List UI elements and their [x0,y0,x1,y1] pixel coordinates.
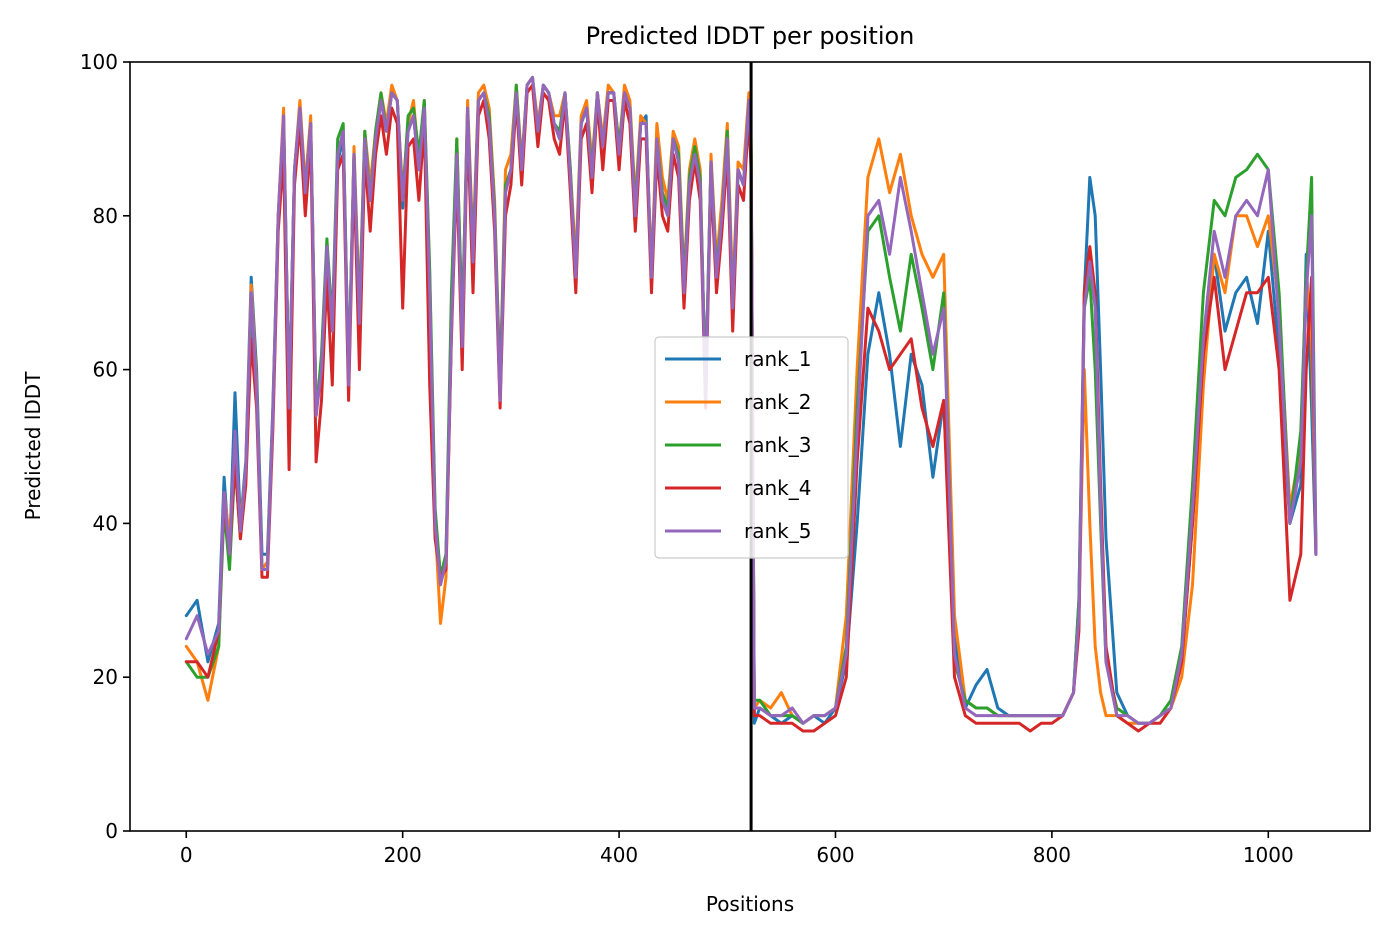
legend-label-rank-5: rank_5 [744,519,811,543]
y-tick-label: 100 [80,50,118,74]
legend-label-rank-4: rank_4 [744,476,811,500]
series-line-rank-5 [184,75,1318,725]
y-tick-label: 80 [93,204,118,228]
plot-frame [129,61,1371,832]
plot-area: 0 200 400 600 800 1000 0 20 40 60 80 100 [80,50,1371,867]
x-tick-label: 800 [1033,843,1071,867]
series-layer [184,75,1318,733]
legend-box [654,336,849,559]
x-tick-label: 400 [600,843,638,867]
x-axis-label: Positions [706,892,794,916]
y-axis-label: Predicted lDDT [21,371,45,521]
x-tick-label: 0 [180,843,193,867]
legend-label-rank-1: rank_1 [744,347,811,371]
chart-title: Predicted lDDT per position [586,22,915,50]
x-tick-label: 1000 [1243,843,1294,867]
x-axis-ticks: 0 200 400 600 800 1000 [180,831,1294,867]
legend: rank_1 rank_2 rank_3 rank_4 rank_5 [654,336,849,559]
x-tick-label: 200 [384,843,422,867]
x-tick-label: 600 [816,843,854,867]
legend-label-rank-2: rank_2 [744,390,811,414]
y-tick-label: 40 [93,511,118,535]
y-tick-label: 20 [93,665,118,689]
y-axis-ticks: 0 20 40 60 80 100 [80,50,130,843]
y-tick-label: 60 [93,358,118,382]
y-tick-label: 0 [105,819,118,843]
legend-label-rank-3: rank_3 [744,433,811,457]
